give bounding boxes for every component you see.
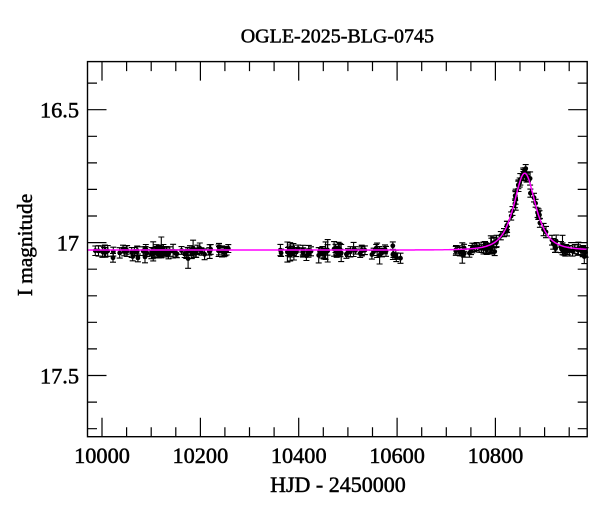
svg-text:17.5: 17.5: [40, 364, 79, 389]
svg-text:I magnitude: I magnitude: [13, 194, 37, 296]
svg-text:10400: 10400: [271, 443, 327, 468]
svg-text:10000: 10000: [74, 443, 130, 468]
svg-text:17: 17: [57, 231, 79, 256]
svg-text:OGLE-2025-BLG-0745: OGLE-2025-BLG-0745: [241, 26, 434, 48]
svg-text:10800: 10800: [468, 443, 524, 468]
svg-text:16.5: 16.5: [40, 98, 79, 123]
svg-text:HJD - 2450000: HJD - 2450000: [270, 472, 406, 497]
svg-text:10600: 10600: [369, 443, 425, 468]
svg-text:10200: 10200: [172, 443, 228, 468]
